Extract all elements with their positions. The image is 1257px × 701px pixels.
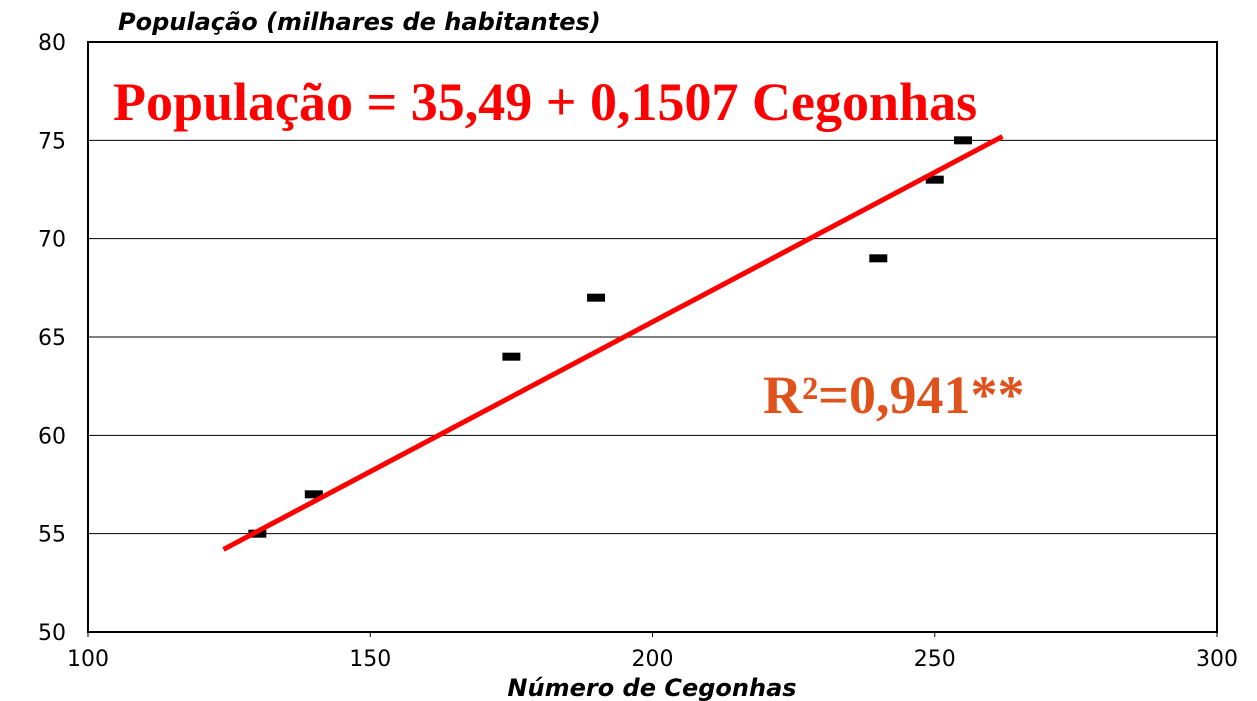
x-tick-label: 250 xyxy=(914,647,956,672)
annotation: População = 35,49 + 0,1507 Cegonhas xyxy=(113,72,977,132)
x-tick-label: 200 xyxy=(632,647,674,672)
y-tick-label: 65 xyxy=(38,326,66,351)
point xyxy=(304,490,323,499)
y-tick-label: 60 xyxy=(38,424,66,449)
x-tick-label: 300 xyxy=(1196,647,1238,672)
point xyxy=(869,254,888,263)
annotation: R²=0,941** xyxy=(763,365,1024,425)
y-axis-title: População (milhares de habitantes) xyxy=(118,8,601,36)
y-tick-label: 75 xyxy=(38,129,66,154)
y-tick-label: 55 xyxy=(38,523,66,548)
plot-frame xyxy=(87,41,1218,633)
x-tick-label: 150 xyxy=(349,647,391,672)
y-tick-label: 70 xyxy=(38,228,66,253)
y-tick-label: 80 xyxy=(38,31,66,56)
point xyxy=(502,352,521,361)
trend-line xyxy=(222,134,1004,552)
point xyxy=(925,175,944,184)
y-tick-label: 50 xyxy=(38,621,66,646)
point xyxy=(587,293,606,302)
x-axis-title: Número de Cegonhas xyxy=(507,674,796,701)
point xyxy=(953,136,972,145)
x-tick-label: 100 xyxy=(67,647,109,672)
